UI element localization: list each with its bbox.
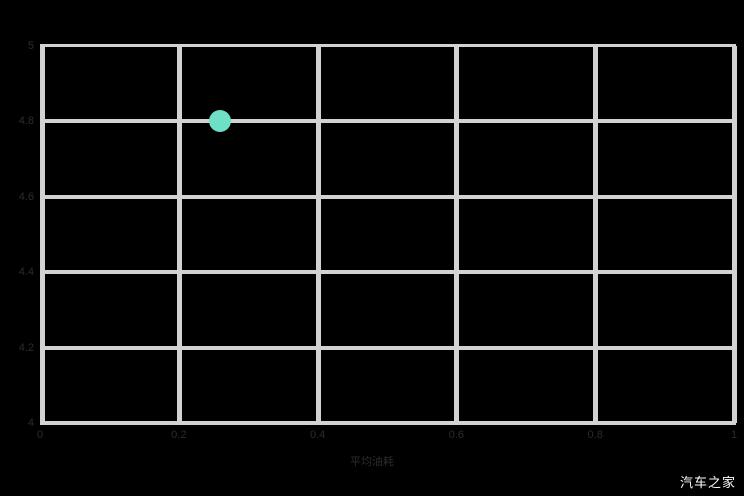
x-axis-tick-label: 0.8 <box>587 429 603 441</box>
y-axis-tick-label: 4.6 <box>18 190 34 203</box>
gridline-vertical <box>593 46 599 423</box>
gridline-horizontal <box>40 345 734 350</box>
gridline-horizontal <box>40 270 734 275</box>
x-axis-line <box>40 421 736 425</box>
gridline-vertical <box>176 46 182 423</box>
x-axis-tick-label: 1 <box>730 429 738 441</box>
x-axis-tick-label: 0.2 <box>171 429 187 441</box>
gridline-vertical <box>315 46 321 423</box>
plot-area <box>40 46 737 423</box>
y-axis-tick-label: 5 <box>27 40 34 52</box>
scatter-point[interactable] <box>209 110 232 133</box>
gridline-horizontal <box>40 194 734 199</box>
gridline-vertical <box>732 46 737 423</box>
gridline-vertical <box>454 46 460 423</box>
x-axis-tick-label: 0.4 <box>309 429 326 441</box>
plot-top-border <box>40 44 736 47</box>
y-axis-line <box>40 44 45 425</box>
y-axis-tick-label: 4 <box>27 417 34 429</box>
y-axis-tick-label: 4.8 <box>18 115 34 128</box>
x-axis-title: 平均油耗 <box>350 456 394 468</box>
x-axis-tick-label: 0.6 <box>448 429 465 441</box>
y-axis-tick-label: 4.4 <box>18 266 34 279</box>
gridline-horizontal <box>40 119 734 124</box>
watermark-logo: 汽车之家 <box>679 476 736 491</box>
y-axis-tick-label: 4.2 <box>18 341 34 354</box>
x-axis-tick-label: 0 <box>36 429 44 441</box>
